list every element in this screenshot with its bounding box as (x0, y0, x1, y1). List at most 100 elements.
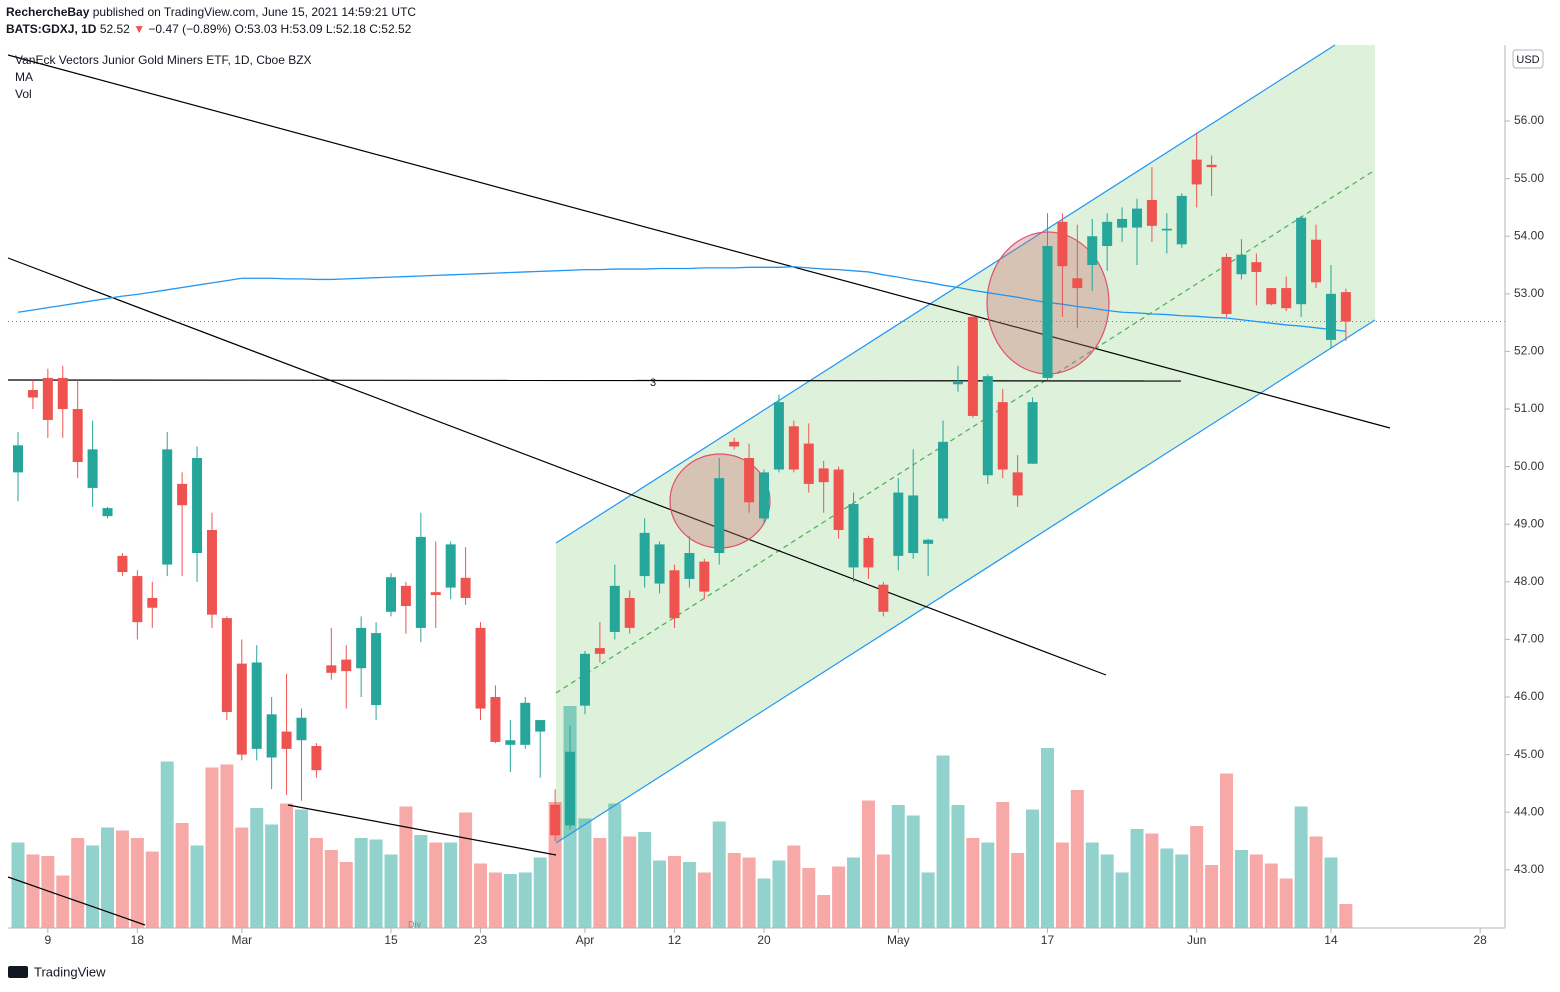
candle-body (997, 402, 1008, 470)
candle-body (669, 570, 680, 619)
volume-bar (429, 842, 443, 928)
candle-body (1206, 164, 1217, 168)
symbol: BATS:GDXJ, 1D (6, 22, 97, 36)
x-tick-label: May (887, 933, 910, 947)
currency: USD (1516, 54, 1539, 66)
x-tick-label: 15 (384, 933, 398, 947)
volume-bar (459, 812, 473, 928)
x-tick-label: 14 (1324, 933, 1338, 947)
candle-body (759, 472, 769, 519)
x-tick-label: Mar (231, 933, 252, 947)
volume-bar (1175, 854, 1189, 928)
volume-bar (160, 761, 174, 928)
y-tick-label: 51.00 (1514, 401, 1544, 415)
candle-body (326, 665, 337, 673)
candle-body (565, 751, 576, 826)
candle-body (520, 702, 531, 745)
candle-body (609, 585, 620, 632)
volume-bar (1026, 809, 1040, 928)
volume-bar (667, 856, 681, 928)
candle-body (714, 478, 725, 554)
y-tick-label: 53.00 (1514, 286, 1544, 300)
volume-bar (653, 860, 667, 928)
candle-body (624, 597, 635, 628)
volume-bar (145, 851, 159, 928)
candle-body (1117, 218, 1128, 228)
volume-bar (1070, 790, 1084, 928)
candle-body (117, 555, 128, 573)
volume-bar (488, 872, 502, 928)
candle-body (400, 585, 411, 607)
volume-bar (981, 842, 995, 928)
channel-fill (556, 45, 1375, 843)
volume-bar (1279, 878, 1293, 928)
candle-body (1191, 159, 1202, 185)
x-tick-label: Jun (1187, 933, 1206, 947)
volume-bar (757, 878, 771, 928)
candle-body (1176, 195, 1187, 245)
candle-body (371, 633, 382, 706)
candle-body (833, 469, 844, 530)
x-tick-label: 20 (757, 933, 771, 947)
trend-line (7, 257, 1107, 676)
candle-body (251, 662, 262, 749)
volume-bar (250, 808, 264, 928)
arrow: ▼ (133, 22, 145, 36)
volume-bar (936, 755, 950, 928)
y-tick-label: 44.00 (1514, 804, 1544, 818)
candle-body (87, 449, 98, 488)
volume-bar (518, 872, 532, 928)
volume-bar (369, 839, 383, 928)
volume-bar (1115, 872, 1129, 928)
volume-bar (1339, 904, 1353, 928)
volume-bar (1145, 833, 1159, 928)
volume-bar (1085, 842, 1099, 928)
candle-body (893, 492, 904, 556)
y-tick-label: 47.00 (1514, 632, 1544, 646)
candle-body (296, 717, 307, 741)
candle-body (594, 648, 605, 654)
candle-body (803, 443, 814, 484)
volume-bar (280, 803, 294, 928)
trend-line (7, 54, 1391, 429)
drawings (556, 45, 1375, 843)
candle-body (863, 538, 874, 568)
volume-bar (503, 874, 517, 928)
candle-body (386, 577, 396, 612)
candle-body (1266, 288, 1277, 305)
volume-bar (11, 842, 25, 928)
x-tick-label: 28 (1473, 933, 1487, 947)
channel-top (555, 44, 1336, 544)
candle-body (192, 457, 203, 554)
candle-body (72, 409, 83, 463)
volume-bar (787, 845, 801, 928)
candle-body (773, 402, 784, 470)
y-tick-label: 49.00 (1514, 516, 1544, 530)
ohlc: O:53.03 H:53.09 L:52.18 C:52.52 (235, 22, 412, 36)
candle-body (550, 804, 561, 836)
y-tick-label: 56.00 (1514, 113, 1544, 127)
candle-body (848, 504, 859, 568)
candle-body (1311, 239, 1322, 283)
volume-bar (638, 832, 652, 928)
volume-bar (235, 827, 249, 928)
volume-bar (414, 835, 428, 928)
x-tick-label: 18 (131, 933, 145, 947)
level-label: 3 (650, 377, 656, 389)
volume-bar (354, 838, 368, 928)
volume-layer (11, 706, 1353, 928)
volume-bar (399, 806, 413, 928)
author: RechercheBay (6, 5, 90, 19)
candle-body (923, 539, 934, 544)
legend-entry: Vol (15, 87, 32, 101)
candle-body (699, 561, 710, 592)
candle-body (535, 720, 546, 732)
y-tick-label: 48.00 (1514, 574, 1544, 588)
volume-bar (1205, 865, 1219, 928)
volume-bar (1220, 773, 1234, 928)
candle-body (1146, 199, 1157, 226)
volume-bar (847, 857, 861, 928)
volume-bar (265, 824, 279, 928)
volume-bar (906, 815, 920, 928)
candle-body (445, 544, 456, 588)
